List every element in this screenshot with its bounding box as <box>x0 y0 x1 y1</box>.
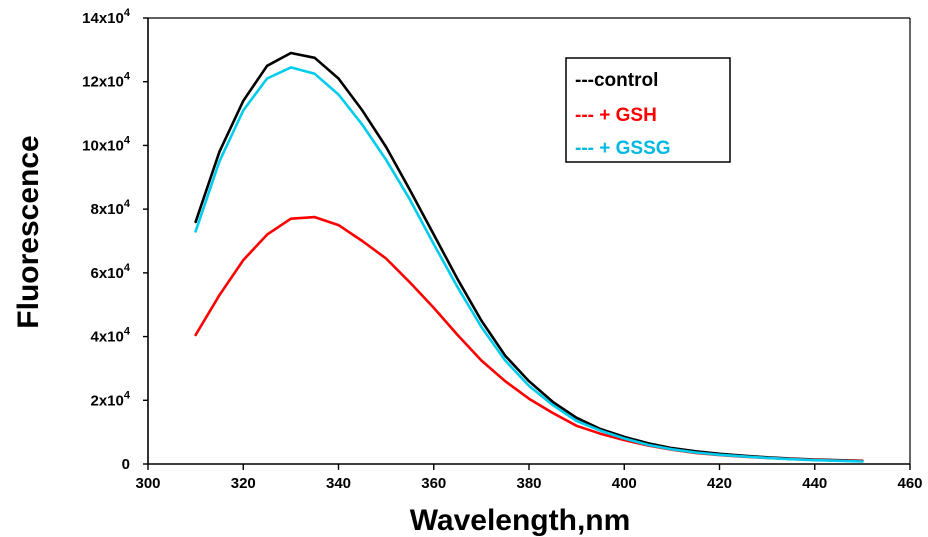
y-tick-label-base: 14x10 <box>82 10 124 27</box>
y-tick-label: 6x104 <box>91 262 131 282</box>
x-axis-title: Wavelength,nm <box>410 504 631 537</box>
y-tick-label: 12x104 <box>82 71 131 91</box>
x-tick-label: 400 <box>612 475 637 492</box>
y-tick-label-exponent: 4 <box>124 71 131 83</box>
y-tick-label: 0 <box>122 456 130 473</box>
x-tick-label: 420 <box>707 475 732 492</box>
y-axis-title: Fluorescence <box>12 135 45 328</box>
y-tick-label-base: 8x10 <box>91 201 124 218</box>
x-tick-label: 300 <box>135 475 160 492</box>
x-tick-label: 440 <box>802 475 827 492</box>
y-tick-label-base: 2x10 <box>91 392 124 409</box>
y-tick-label-base: 6x10 <box>91 265 124 282</box>
y-tick-label-exponent: 4 <box>124 198 131 210</box>
y-tick-label: 10x104 <box>82 134 131 154</box>
y-tick-label: 2x104 <box>91 389 131 409</box>
y-tick-label-exponent: 4 <box>124 7 131 19</box>
y-tick-label-exponent: 4 <box>124 389 131 401</box>
x-tick-label: 460 <box>897 475 922 492</box>
y-tick-label: 8x104 <box>91 198 131 218</box>
y-tick-label-base: 0 <box>122 456 130 473</box>
y-tick-label: 4x104 <box>91 326 131 346</box>
ticks-layer: 300 320 340 360 380 400 420 440 46002x1044x1046x… <box>82 7 922 492</box>
legend-entry-gssg: --- + GSSG <box>575 138 671 159</box>
x-tick-label: 360 <box>421 475 446 492</box>
series-gssg-line <box>194 66 864 463</box>
legend-box <box>565 57 731 163</box>
y-tick-label-base: 12x10 <box>82 74 124 91</box>
series-layer <box>194 51 864 463</box>
legend-entry-control: ---control <box>575 70 658 91</box>
legend-entry-gsh: --- + GSH <box>575 105 657 126</box>
x-tick-label: 320 <box>231 475 256 492</box>
x-tick-label: 340 <box>326 475 351 492</box>
y-tick-label-exponent: 4 <box>124 134 131 146</box>
y-tick-label-exponent: 4 <box>124 262 131 274</box>
y-tick-label-base: 10x10 <box>82 137 124 154</box>
legend: ---control --- + GSH --- + GSSG <box>565 57 731 163</box>
x-tick-label: 380 <box>516 475 541 492</box>
y-tick-label: 14x104 <box>82 7 131 27</box>
y-tick-label-exponent: 4 <box>124 326 131 338</box>
y-tick-label-base: 4x10 <box>91 329 124 346</box>
